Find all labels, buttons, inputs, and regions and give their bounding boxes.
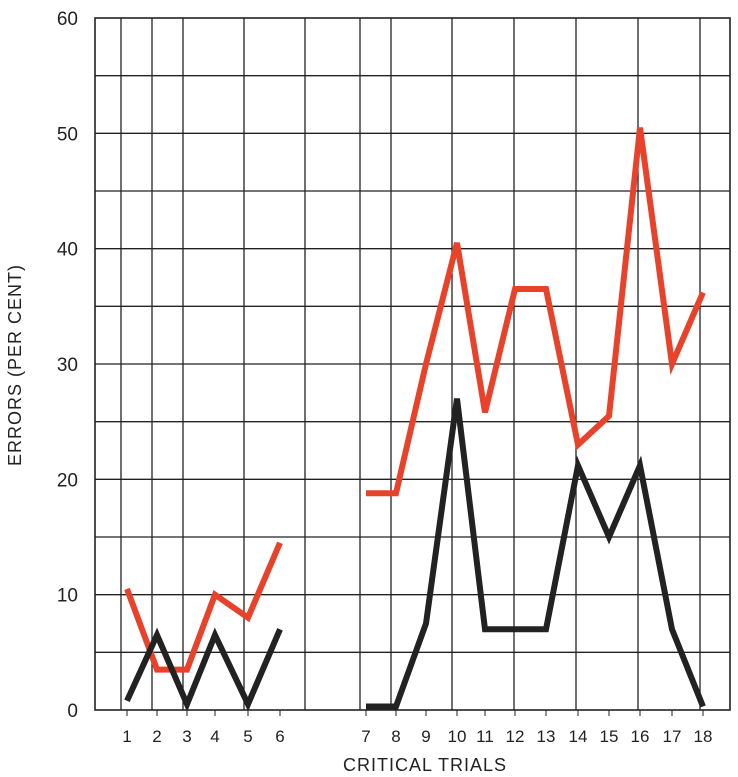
x-tick-label: 15 [600,727,619,746]
series-line-1-segment-2 [366,127,706,497]
chart-series [124,127,706,712]
y-tick-label: 0 [67,701,78,722]
y-tick-label: 50 [57,124,78,145]
x-tick-label: 17 [663,727,682,746]
x-axis-label: CRITICAL TRIALS [343,755,507,775]
x-tick-label: 3 [182,727,191,746]
x-tick-label: 8 [391,727,400,746]
x-tick-label: 12 [506,727,525,746]
y-tick-label: 30 [57,355,78,376]
x-tick-label: 6 [275,727,284,746]
x-tick-label: 9 [421,727,430,746]
x-tick-label: 18 [694,727,713,746]
x-tick-label: 7 [361,727,370,746]
chart-grid [94,17,731,711]
x-tick-label: 16 [631,727,650,746]
y-axis-ticks: 0 10 20 30 40 50 60 [57,9,78,722]
series-line-2-segment-1 [124,627,283,712]
x-tick-label: 1 [122,727,131,746]
x-tick-label: 4 [210,727,219,746]
series-line-2-segment-2 [366,398,706,710]
y-tick-label: 40 [57,240,78,261]
x-axis-ticks: 1 2 3 4 5 6 7 8 9 10 11 12 13 14 15 16 17 18 [122,710,712,746]
x-tick-label: 11 [476,727,494,746]
y-tick-label: 60 [57,9,78,30]
x-tick-label: 5 [243,727,252,746]
y-axis-label: ERRORS (PER CENT) [5,264,25,466]
y-tick-label: 10 [57,586,78,607]
y-tick-label: 20 [57,470,78,491]
x-tick-label: 10 [448,727,467,746]
x-tick-label: 13 [537,727,556,746]
series-line-1-segment-1 [124,541,283,673]
x-tick-label: 14 [569,727,588,746]
x-tick-label: 2 [152,727,161,746]
